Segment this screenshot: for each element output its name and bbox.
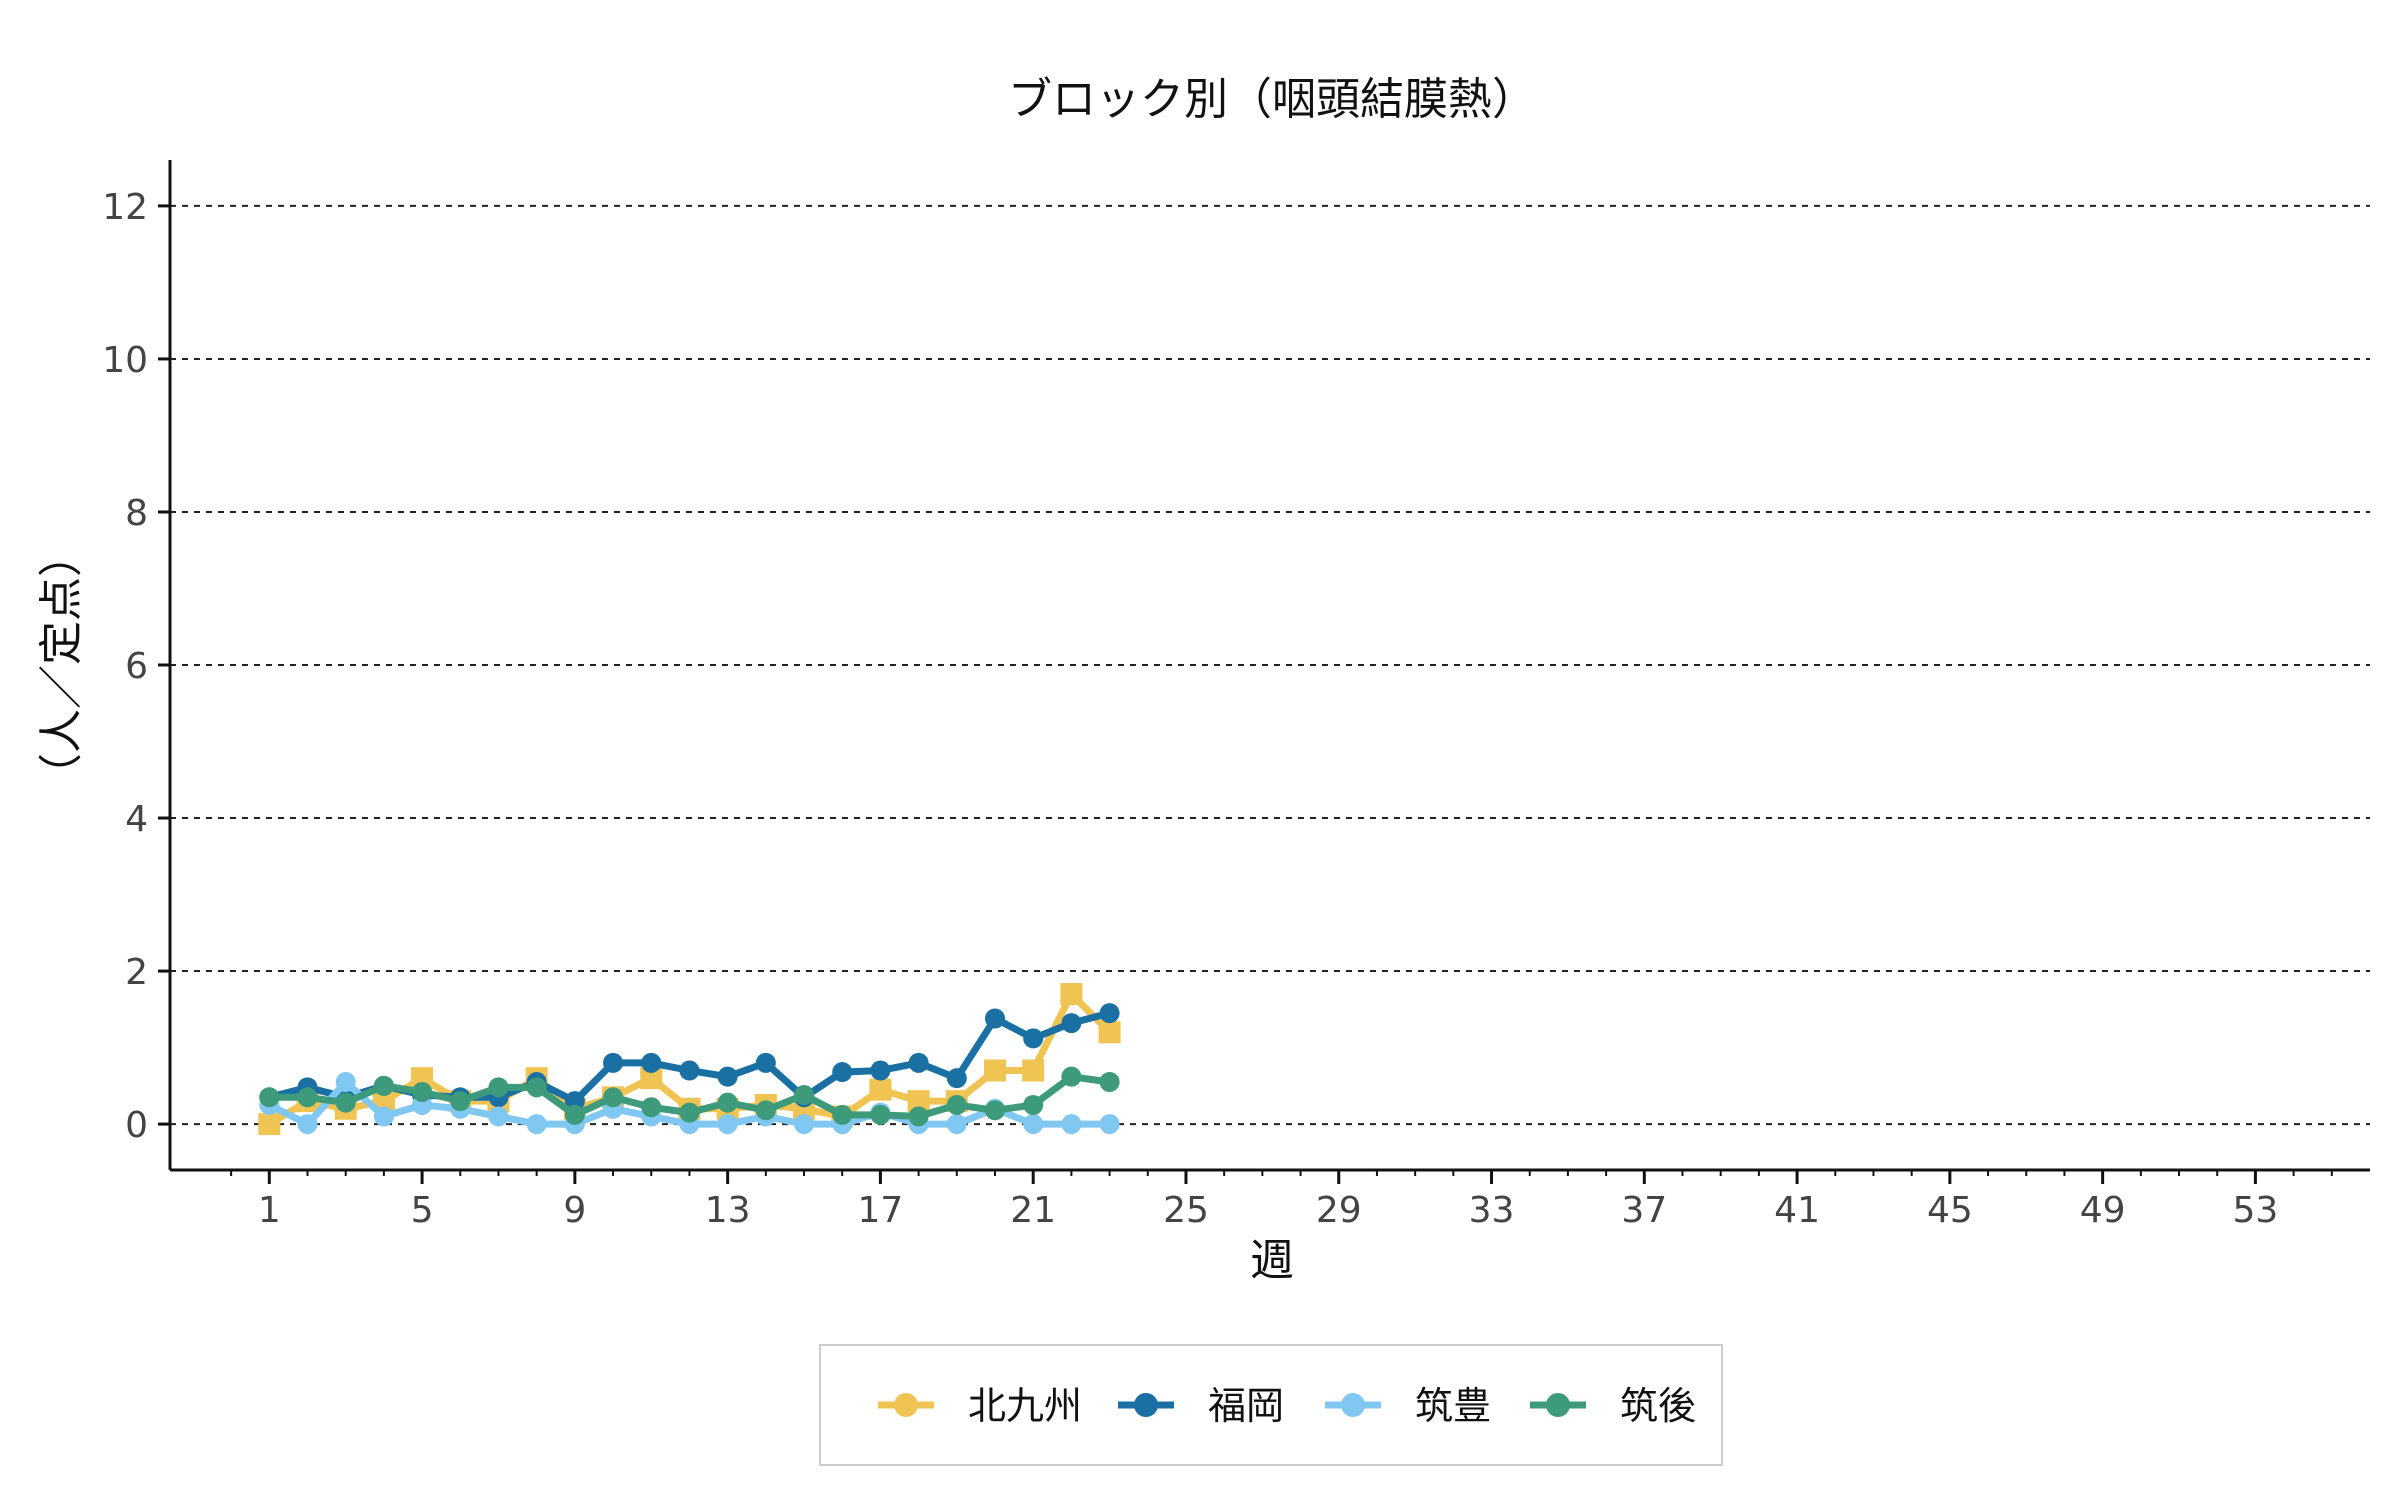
data-point <box>258 1113 281 1136</box>
data-point <box>946 1068 967 1089</box>
data-point <box>641 1052 662 1073</box>
legend-label: 筑後 <box>1620 1384 1696 1428</box>
data-point <box>870 1104 891 1125</box>
data-point <box>908 1052 929 1073</box>
data-point <box>985 1008 1005 1029</box>
data-point <box>717 1066 738 1087</box>
data-point <box>564 1091 585 1112</box>
y-axis-label: （人／定点） <box>36 533 87 797</box>
data-point <box>641 1097 662 1118</box>
series-layer <box>258 983 1121 1136</box>
data-point <box>603 1087 624 1108</box>
gridlines <box>170 204 2370 1126</box>
data-point <box>907 1090 930 1113</box>
data-point <box>755 1100 776 1121</box>
x-tick-label: 5 <box>411 1190 434 1231</box>
data-point <box>373 1106 394 1127</box>
data-point <box>564 1104 585 1125</box>
data-point <box>335 1092 356 1113</box>
y-tick-label: 10 <box>102 340 148 381</box>
x-tick-label: 49 <box>2080 1190 2126 1231</box>
data-point <box>259 1087 280 1108</box>
data-point <box>984 1059 1006 1082</box>
y-tick-label: 4 <box>125 799 148 840</box>
data-point <box>679 1102 700 1123</box>
legend-label: 筑豊 <box>1415 1384 1491 1428</box>
x-tick-label: 1 <box>258 1190 281 1231</box>
data-point <box>908 1106 929 1127</box>
x-tick-label: 21 <box>1010 1190 1056 1231</box>
axes: 0 2 4 6 8 10 12 1 5 9 13 17 21 25 29 33 37 41 45 49 53 <box>102 160 2370 1231</box>
data-point <box>335 1072 356 1093</box>
y-tick-label: 12 <box>102 187 148 228</box>
chart-title: ブロック別（咽頭結膜熱） <box>1008 74 1536 125</box>
data-point <box>1023 1114 1044 1135</box>
data-point <box>412 1081 433 1102</box>
x-tick-label: 13 <box>705 1190 751 1231</box>
data-point <box>870 1060 891 1081</box>
data-point <box>679 1060 700 1081</box>
x-tick-label: 25 <box>1163 1190 1209 1231</box>
data-point <box>1060 983 1083 1006</box>
data-point <box>488 1106 509 1127</box>
data-point <box>985 1100 1005 1121</box>
data-point <box>832 1062 853 1083</box>
legend-label: 北九州 <box>968 1384 1082 1428</box>
data-point <box>794 1114 815 1135</box>
y-tick-label: 2 <box>125 952 148 993</box>
data-point <box>1061 1013 1082 1034</box>
x-axis-label: 週 <box>1250 1235 1294 1286</box>
data-point <box>1099 1114 1120 1135</box>
data-point <box>869 1078 892 1101</box>
x-tick-label: 53 <box>2233 1190 2279 1231</box>
data-point <box>1099 1072 1120 1093</box>
x-tick-label: 17 <box>858 1190 904 1231</box>
data-point <box>640 1067 663 1090</box>
legend-swatch-marker <box>894 1393 918 1417</box>
legend-label: 福岡 <box>1208 1384 1284 1428</box>
data-point <box>603 1052 624 1073</box>
data-point <box>526 1077 547 1098</box>
x-tick-label: 45 <box>1927 1190 1973 1231</box>
x-tick-label: 29 <box>1316 1190 1362 1231</box>
data-point <box>1098 1021 1121 1044</box>
data-point <box>488 1077 509 1098</box>
data-point <box>1023 1094 1044 1115</box>
y-tick-label: 0 <box>125 1105 148 1146</box>
data-point <box>1099 1003 1120 1024</box>
data-point <box>946 1114 967 1135</box>
data-point <box>832 1104 853 1125</box>
data-point <box>1022 1059 1045 1082</box>
legend-swatch-marker <box>1134 1393 1158 1417</box>
data-point <box>526 1114 547 1135</box>
data-point <box>297 1087 318 1108</box>
data-point <box>450 1091 471 1112</box>
x-tick-label: 41 <box>1774 1190 1820 1231</box>
data-point <box>755 1052 776 1073</box>
data-point <box>1061 1114 1082 1135</box>
y-tick-label: 8 <box>125 493 148 534</box>
data-point <box>1061 1066 1082 1087</box>
legend: 北九州 福岡 筑豊 筑後 <box>819 1344 1723 1466</box>
data-point <box>794 1085 815 1106</box>
data-point <box>717 1092 738 1113</box>
legend-swatch-marker <box>1546 1393 1570 1417</box>
data-point <box>373 1075 394 1096</box>
x-tick-label: 37 <box>1621 1190 1667 1231</box>
data-point <box>297 1114 318 1135</box>
data-point <box>717 1114 738 1135</box>
data-point <box>946 1094 967 1115</box>
data-point <box>1023 1028 1044 1049</box>
x-tick-label: 33 <box>1469 1190 1515 1231</box>
y-tick-label: 6 <box>125 646 148 687</box>
x-tick-label: 9 <box>563 1190 586 1231</box>
data-point <box>372 1090 395 1113</box>
legend-swatch-marker <box>1341 1393 1365 1417</box>
